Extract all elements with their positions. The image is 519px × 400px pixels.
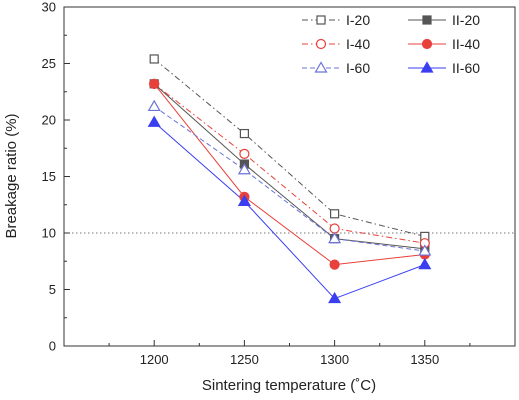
legend-entry: II-60 [408, 60, 480, 76]
legend-entry: II-40 [408, 36, 480, 52]
legend-label: I-20 [346, 12, 370, 28]
plot-area [63, 6, 516, 347]
legend-marker [421, 38, 433, 50]
data-point [147, 99, 161, 112]
data-point [147, 115, 161, 127]
data-point [329, 259, 340, 270]
legend-marker [420, 61, 434, 73]
y-tick-label: 5 [49, 282, 56, 297]
series-line [153, 58, 425, 237]
legend-entry: I-40 [302, 36, 370, 52]
legend-label: I-40 [346, 36, 370, 52]
plot-frame [63, 6, 516, 347]
series-I-20 [153, 58, 425, 237]
legend-label: I-60 [346, 60, 370, 76]
markers-I-60 [147, 99, 432, 256]
series-II-20 [153, 83, 425, 250]
series-I-60 [153, 106, 425, 252]
legend-label: II-60 [452, 60, 480, 76]
y-tick-label: 10 [42, 226, 56, 241]
legend-entry: I-20 [302, 12, 370, 28]
markers-I-20 [149, 54, 430, 241]
series-I-40 [153, 83, 425, 244]
markers-II-20 [149, 79, 430, 254]
markers-II-60 [147, 115, 432, 304]
series-II-60 [153, 121, 425, 300]
legend-entry: I-60 [302, 60, 370, 76]
data-point [418, 244, 432, 256]
x-tick-label: 1300 [320, 352, 349, 367]
y-tick-label: 30 [42, 0, 56, 15]
series-line [153, 121, 425, 300]
legend-label: II-40 [452, 36, 480, 52]
legend-marker [315, 38, 327, 50]
y-tick-label: 25 [42, 56, 56, 71]
legend-entry: II-20 [408, 12, 480, 28]
legend-marker [314, 61, 328, 73]
series-line [153, 83, 425, 250]
legend-marker [422, 15, 432, 25]
series-line [153, 83, 425, 266]
legend-marker [316, 15, 326, 25]
series-II-40 [153, 83, 425, 266]
y-tick-label: 15 [42, 169, 56, 184]
x-tick-label: 1350 [410, 352, 439, 367]
y-axis-title: Breakage ratio (%) [3, 113, 20, 238]
y-tick-label: 0 [49, 339, 56, 354]
x-tick-label: 1250 [230, 352, 259, 367]
legend-label: II-20 [452, 12, 480, 28]
data-point [237, 194, 251, 206]
legend: I-20 II-20 I-40 II-40 I-60 II-60 [302, 12, 480, 76]
data-point [328, 291, 342, 304]
series-line [153, 83, 425, 244]
data-point [328, 231, 342, 244]
data-point [329, 223, 340, 234]
data-point [149, 78, 160, 89]
data-point [239, 128, 249, 139]
x-tick-label: 1200 [140, 352, 169, 367]
series-line [153, 106, 425, 252]
data-point [237, 163, 251, 175]
data-point [149, 54, 159, 64]
data-point [330, 209, 340, 219]
data-point [239, 148, 250, 159]
series-layer [147, 54, 432, 304]
data-point [418, 257, 432, 270]
y-tick-label: 20 [42, 113, 56, 128]
markers-I-40 [149, 78, 430, 249]
axes: 0 5 10 15 20 25 30 1200 1250 1300 1350 [42, 0, 471, 367]
x-axis-title: Sintering temperature (˚C) [202, 377, 376, 394]
